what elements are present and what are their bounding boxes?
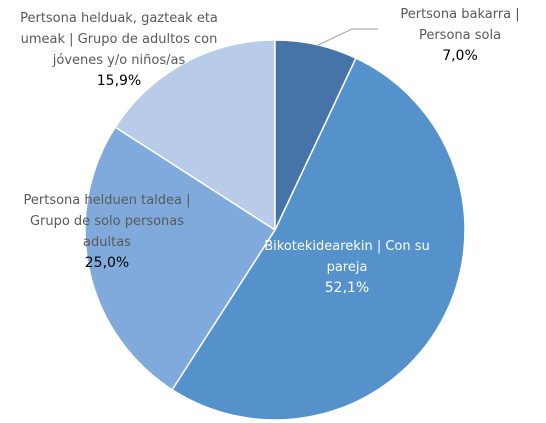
value-label: 15,9% [96, 73, 142, 89]
category-label: Pertsona helduen taldea | Grupo de solo … [23, 193, 191, 250]
pie-slice [274, 39, 357, 231]
category-label: Pertsona helduak, gazteak eta umeak | Gr… [20, 11, 218, 68]
pie-slice [171, 57, 466, 421]
category-label: Bikotekidearekin | Con su pareja [264, 239, 430, 275]
slice-label: Bikotekidearekin | Con su pareja 52,1% [262, 236, 432, 299]
pie-slice [84, 126, 277, 391]
value-label: 7,0% [442, 48, 478, 64]
slice-label: Pertsona bakarra | Persona sola 7,0% [380, 4, 540, 67]
value-label: 25,0% [84, 255, 130, 271]
leader-line [315, 28, 378, 47]
value-label: 52,1% [324, 280, 370, 296]
slice-label: Pertsona helduen taldea | Grupo de solo … [22, 190, 192, 274]
slice-label: Pertsona helduak, gazteak eta umeak | Gr… [4, 8, 234, 92]
category-label: Pertsona bakarra | Persona sola [400, 7, 520, 43]
pie-slice [114, 39, 276, 232]
